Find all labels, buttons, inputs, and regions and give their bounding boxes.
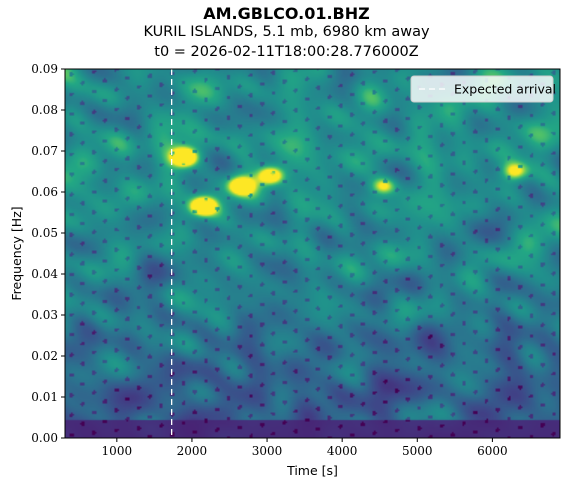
spectrogram-heatmap [65, 69, 560, 438]
chart-subtitle-event: KURIL ISLANDS, 5.1 mb, 6980 km away [143, 24, 430, 40]
y-tick-label: 0.06 [31, 185, 58, 199]
x-axis-label: Time [s] [286, 463, 338, 478]
x-tick-label: 3000 [252, 444, 283, 458]
y-axis-label: Frequency [Hz] [9, 206, 24, 300]
x-axis: 1000 2000 3000 4000 5000 6000 [102, 438, 508, 458]
x-tick-label: 1000 [102, 444, 133, 458]
y-tick-label: 0.02 [31, 349, 58, 363]
y-tick-label: 0.01 [31, 390, 58, 404]
chart-subtitle-t0: t0 = 2026-02-11T18:00:28.776000Z [154, 44, 419, 60]
y-tick-label: 0.04 [31, 267, 58, 281]
y-tick-label: 0.07 [31, 144, 58, 158]
x-tick-label: 5000 [402, 444, 433, 458]
legend-box [410, 75, 554, 103]
y-tick-label: 0.08 [31, 103, 58, 117]
chart-title-station: AM.GBLCO.01.BHZ [203, 4, 370, 23]
y-tick-label: 0.05 [31, 226, 58, 240]
legend-entry-expected-arrival: Expected arrival [454, 82, 556, 97]
x-tick-label: 6000 [477, 444, 508, 458]
x-tick-label: 4000 [327, 444, 358, 458]
y-tick-label: 0.00 [31, 431, 58, 445]
legend: Expected arrival [410, 75, 556, 103]
y-tick-label: 0.03 [31, 308, 58, 322]
y-tick-label: 0.09 [31, 62, 58, 76]
plot-frame [64, 68, 561, 439]
x-tick-label: 2000 [177, 444, 208, 458]
y-axis: 0.00 0.01 0.02 0.03 0.04 0.05 0.06 0.07 0.08 0.09 [31, 62, 65, 445]
